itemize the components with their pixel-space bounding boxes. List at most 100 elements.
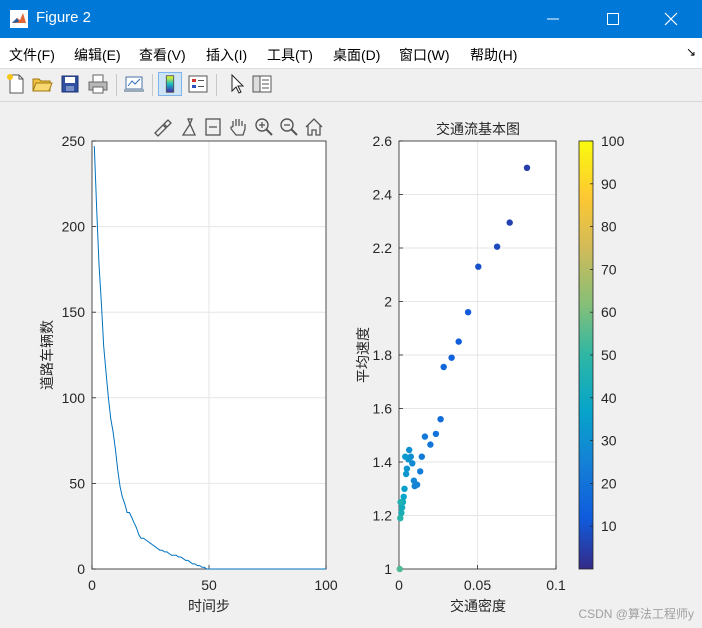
vehicle-count-axes: 0 50 100 0 50 100 150 200 250	[62, 133, 338, 593]
scatter-point	[411, 482, 418, 490]
axes-frame	[91, 140, 327, 570]
scatter-point	[397, 498, 404, 506]
y-axis-label: 平均速度	[355, 327, 371, 383]
y-tick-label: 200	[62, 219, 86, 235]
y-tick-label: 250	[62, 133, 86, 149]
scatter-point	[448, 354, 455, 361]
print-icon[interactable]	[86, 72, 110, 96]
new-figure-icon[interactable]	[4, 72, 28, 96]
menu-desktop[interactable]: 桌面(D)	[333, 47, 381, 63]
plot-area	[399, 141, 556, 569]
pan-hand-icon[interactable]	[227, 116, 249, 138]
colorbar-tick-label: 10	[601, 518, 617, 534]
scatter-point	[400, 493, 407, 500]
home-icon[interactable]	[303, 116, 325, 138]
scatter-point	[455, 338, 462, 345]
y-tick-label: 2.2	[373, 240, 393, 256]
y-tick-label: 1	[384, 561, 392, 577]
x-tick-label: 100	[314, 577, 338, 593]
colorbar-tick-label: 80	[601, 219, 617, 235]
y-tick-label: 2	[384, 294, 392, 310]
maximize-icon	[607, 13, 619, 25]
colorbar-tick-label: 70	[601, 261, 617, 277]
scatter-point	[523, 164, 531, 171]
menu-insert[interactable]: 插入(I)	[206, 47, 248, 63]
menu-view[interactable]: 查看(V)	[139, 47, 186, 63]
y-tick-label: 0	[77, 561, 85, 577]
y-tick-label: 50	[69, 475, 85, 491]
minimize-icon	[547, 18, 559, 20]
x-tick-label: 50	[201, 577, 217, 593]
scatter-point	[475, 263, 482, 270]
y-tick-label: 150	[62, 304, 86, 320]
window-title-bar: Figure 2	[0, 0, 702, 38]
x-axis-label: 时间步	[188, 598, 230, 614]
y-tick-label: 1.6	[373, 401, 393, 417]
x-tick-label: 0	[88, 577, 96, 593]
brush-icon[interactable]	[152, 116, 174, 138]
zoom-out-icon[interactable]	[278, 116, 300, 138]
window-title: Figure 2	[36, 9, 92, 26]
scatter-point	[432, 430, 440, 438]
scatter-point	[397, 515, 404, 522]
colorbar-gradient	[578, 140, 594, 570]
insert-colorbar-icon[interactable]	[158, 72, 182, 96]
fundamental-diagram-axes: 0 0.05 0.1 1 1.2 1.4 1.6 1.8 2 2.2 2.4 2.6	[373, 133, 566, 593]
zoom-in-icon[interactable]	[253, 116, 275, 138]
minimize-button[interactable]	[530, 0, 576, 38]
scatter-point	[409, 460, 416, 467]
colorbar-tick-label: 20	[601, 475, 617, 491]
y-tick-label: 2.6	[373, 133, 393, 149]
scatter-point	[402, 453, 409, 460]
pointer-icon[interactable]	[224, 72, 248, 96]
menu-tools[interactable]: 工具(T)	[267, 47, 313, 63]
colorbar-tick-label: 60	[601, 304, 617, 320]
colorbar: 10 20 30 40 50 60 70 80 90 100	[578, 133, 625, 570]
figure-toolbar	[0, 69, 702, 102]
y-tick-label: 2.4	[373, 187, 393, 203]
scatter-point	[398, 504, 406, 511]
y-tick-label: 100	[62, 390, 86, 406]
toolbar-separator	[152, 74, 153, 96]
y-axis-label: 道路车辆数	[39, 320, 55, 390]
maximize-button[interactable]	[590, 0, 636, 38]
scatter-point	[413, 481, 421, 488]
save-icon[interactable]	[58, 72, 82, 96]
scatter-point	[399, 498, 407, 506]
link-plot-icon[interactable]	[122, 72, 146, 96]
scatter-point	[398, 509, 405, 516]
scatter-point	[402, 470, 410, 478]
colorbar-tick-label: 30	[601, 433, 617, 449]
x-tick-label: 0.05	[464, 577, 491, 593]
insert-legend-icon[interactable]	[186, 72, 210, 96]
x-axis-label: 交通密度	[450, 598, 506, 614]
dock-arrow-icon[interactable]: ↘	[685, 45, 696, 59]
x-tick-label: 0.1	[546, 577, 566, 593]
toolbar-separator	[116, 74, 117, 96]
menu-file[interactable]: 文件(F)	[9, 47, 55, 63]
scatter-point	[396, 565, 403, 573]
scatter-point	[410, 477, 418, 484]
restore-view-icon[interactable]	[202, 116, 224, 138]
menu-help[interactable]: 帮助(H)	[470, 47, 518, 63]
colorbar-tick-label: 40	[601, 390, 617, 406]
y-tick-label: 1.4	[373, 454, 393, 470]
menu-window[interactable]: 窗口(W)	[399, 47, 450, 63]
data-tips-icon[interactable]	[178, 116, 200, 138]
scatter-point	[440, 363, 447, 371]
close-button[interactable]	[648, 0, 694, 38]
scatter-point	[421, 433, 429, 440]
menu-edit[interactable]: 编辑(E)	[74, 47, 121, 63]
plot-area	[92, 141, 326, 569]
chart-title: 交通流基本图	[436, 121, 520, 137]
colorbar-tick-label: 100	[601, 133, 625, 149]
menu-bar: 文件(F) 编辑(E) 查看(V) 插入(I) 工具(T) 桌面(D) 窗口(W…	[0, 38, 702, 69]
scatter-point	[401, 485, 408, 492]
open-file-icon[interactable]	[30, 72, 54, 96]
property-inspector-icon[interactable]	[250, 72, 274, 96]
scatter-point	[464, 309, 472, 316]
scatter-point	[403, 465, 411, 472]
y-tick-label: 1.8	[373, 347, 393, 363]
colorbar-tick-label: 90	[601, 176, 617, 192]
scatter-point	[437, 416, 444, 423]
